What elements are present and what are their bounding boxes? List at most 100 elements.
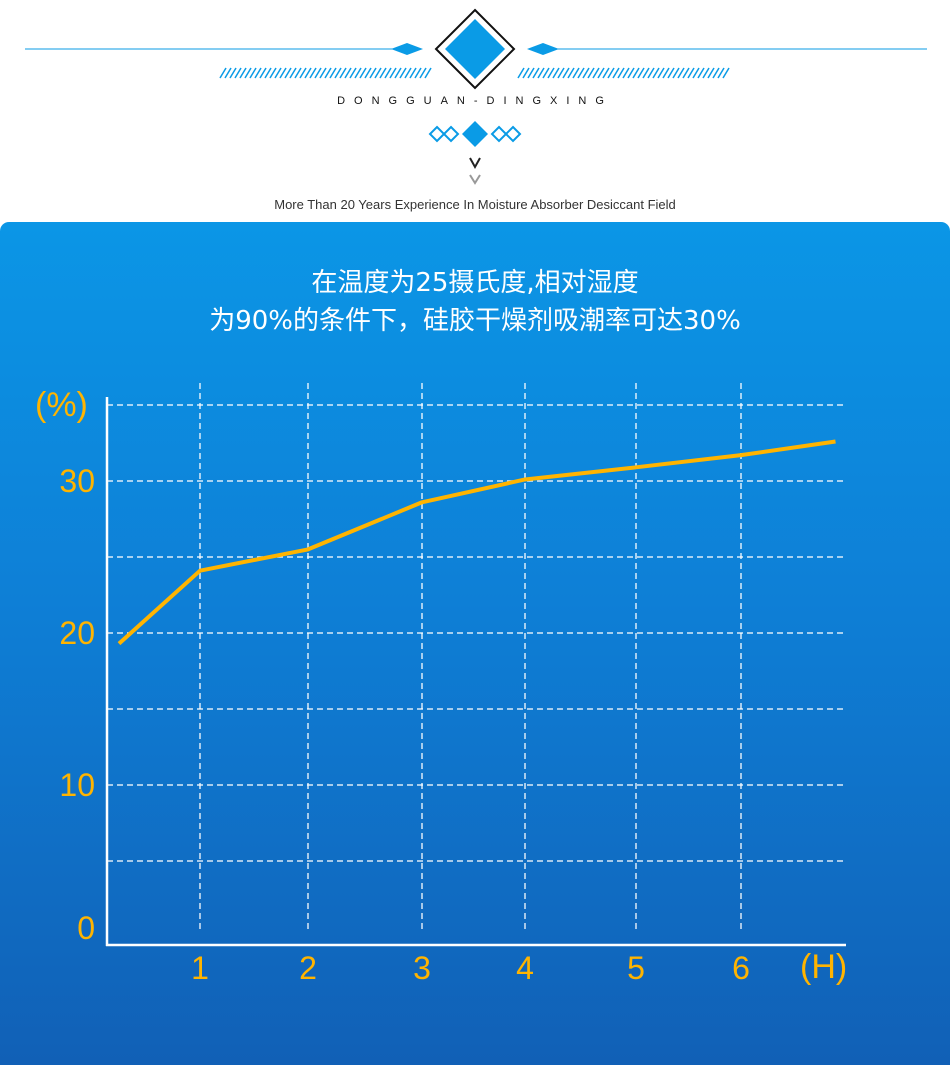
hatch-stroke <box>692 67 700 79</box>
hatch-stroke <box>697 67 705 79</box>
brand-name: DONGGUAN-DINGXING <box>337 95 613 107</box>
hatch-stroke <box>527 67 535 79</box>
hatch-stroke <box>587 67 595 79</box>
hatch-stroke <box>399 67 407 79</box>
hatch-stroke <box>319 67 327 79</box>
hatch-stroke <box>274 67 282 79</box>
hatch-stroke <box>567 67 575 79</box>
hatch-stroke <box>532 67 540 79</box>
hatch-stroke <box>592 67 600 79</box>
hatch-stroke <box>324 67 332 79</box>
hatch-stroke <box>702 67 710 79</box>
hatch-stroke <box>304 67 312 79</box>
hatch-stroke <box>712 67 720 79</box>
hatch-stroke <box>667 67 675 79</box>
hatch-stroke <box>652 67 660 79</box>
hatch-stroke <box>632 67 640 79</box>
data-line <box>117 439 836 646</box>
hatch-stroke <box>404 67 412 79</box>
hatch-stroke <box>344 67 352 79</box>
hatch-stroke <box>269 67 277 79</box>
hatch-stroke <box>364 67 372 79</box>
hatch-stroke <box>672 67 680 79</box>
x-tick-label: 4 <box>516 950 534 986</box>
hatch-stroke <box>617 67 625 79</box>
hatch-stroke <box>264 67 272 79</box>
x-tick-label: 6 <box>732 950 750 986</box>
hatch-stroke <box>722 67 730 79</box>
hatch-stroke <box>339 67 347 79</box>
hatch-stroke <box>522 67 530 79</box>
hatch-stroke <box>647 67 655 79</box>
hatch-stroke <box>707 67 715 79</box>
hatch-stroke <box>562 67 570 79</box>
hatch-stroke <box>354 67 362 79</box>
hatch-stroke <box>384 67 392 79</box>
hatch-stroke <box>419 67 427 79</box>
hatch-stroke <box>239 67 247 79</box>
tagline: More Than 20 Years Experience In Moistur… <box>274 197 676 212</box>
hatch-stroke <box>597 67 605 79</box>
hatch-stroke <box>547 67 555 79</box>
hatch-stroke <box>577 67 585 79</box>
hatch-stroke <box>389 67 397 79</box>
hatch-stroke <box>622 67 630 79</box>
hatch-stroke <box>542 67 550 79</box>
hatch-stroke <box>612 67 620 79</box>
chart-panel <box>0 222 950 1065</box>
x-axis-label: (H) <box>800 948 847 986</box>
y-tick-label: 10 <box>59 767 95 803</box>
hatch-stroke <box>682 67 690 79</box>
hatch-stroke <box>517 67 525 79</box>
hatch-stroke <box>537 67 545 79</box>
hatch-stroke <box>677 67 685 79</box>
hatch-stroke <box>219 67 227 79</box>
hatch-stroke <box>369 67 377 79</box>
hatch-stroke <box>607 67 615 79</box>
hatch-stroke <box>349 67 357 79</box>
hatch-stroke <box>334 67 342 79</box>
y-axis-label: (%) <box>35 386 88 424</box>
y-tick-label: 20 <box>59 615 95 651</box>
chart-title-line-1: 在温度为25摄氏度,相对湿度 <box>311 268 639 298</box>
hatch-stroke <box>379 67 387 79</box>
hatch-stroke <box>557 67 565 79</box>
hatch-stroke <box>627 67 635 79</box>
hatch-stroke <box>234 67 242 79</box>
x-tick-label: 5 <box>627 950 645 986</box>
hatch-stroke <box>284 67 292 79</box>
hatch-stroke <box>552 67 560 79</box>
hatch-stroke <box>299 67 307 79</box>
chart-title-line-2: 为90%的条件下，硅胶干燥剂吸潮率可达30% <box>209 306 741 336</box>
hatch-stroke <box>294 67 302 79</box>
hatch-stroke <box>637 67 645 79</box>
hatch-stroke <box>229 67 237 79</box>
hatch-stroke <box>602 67 610 79</box>
hatch-stroke <box>244 67 252 79</box>
y-tick-label: 30 <box>59 463 95 499</box>
hatch-stroke <box>329 67 337 79</box>
hatch-stroke <box>687 67 695 79</box>
hatch-stroke <box>314 67 322 79</box>
hatch-stroke <box>717 67 725 79</box>
hatch-stroke <box>394 67 402 79</box>
hatch-stroke <box>414 67 422 79</box>
hatch-stroke <box>359 67 367 79</box>
hatch-stroke <box>289 67 297 79</box>
x-tick-label: 1 <box>191 950 209 986</box>
hatch-stroke <box>259 67 267 79</box>
hatch-stroke <box>424 67 432 79</box>
y-tick-label: 0 <box>77 910 95 946</box>
x-tick-label: 3 <box>413 950 431 986</box>
hatch-stroke <box>309 67 317 79</box>
hatch-stroke <box>642 67 650 79</box>
hatch-stroke <box>572 67 580 79</box>
hatch-stroke <box>657 67 665 79</box>
header-ornament <box>25 8 927 185</box>
hatch-stroke <box>409 67 417 79</box>
hatch-stroke <box>249 67 257 79</box>
hatch-stroke <box>582 67 590 79</box>
hatch-stroke <box>662 67 670 79</box>
hatch-stroke <box>224 67 232 79</box>
